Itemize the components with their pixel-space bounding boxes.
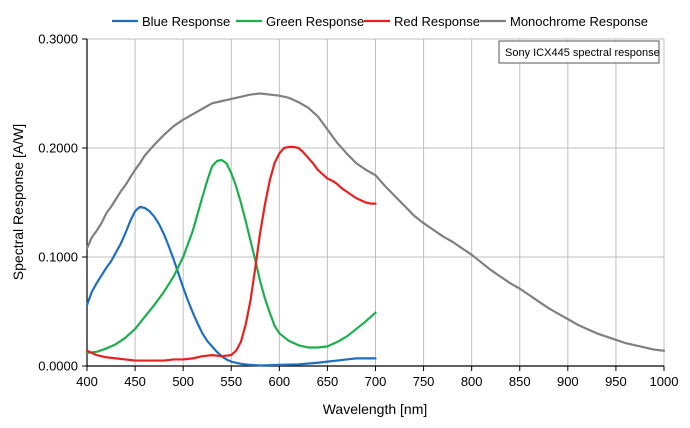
legend-red-label: Red Response	[394, 14, 480, 29]
x-tick-label: 400	[76, 374, 98, 389]
red-response-line	[85, 145, 377, 362]
x-tick-label: 600	[268, 374, 290, 389]
y-tick-label: 0.1000	[38, 250, 78, 265]
x-tick-label: 550	[220, 374, 242, 389]
x-axis-title: Wavelength [nm]	[323, 401, 428, 417]
x-tick-label: 1000	[650, 374, 679, 389]
y-tick-label: 0.3000	[38, 32, 78, 47]
blue-response-line	[85, 205, 377, 367]
x-tick-label: 650	[317, 374, 339, 389]
x-tick-label: 800	[461, 374, 483, 389]
x-tick-label: 750	[413, 374, 435, 389]
annotation-text: Sony ICX445 spectral response	[505, 47, 660, 59]
x-tick-label: 700	[365, 374, 387, 389]
x-tick-label: 450	[124, 374, 146, 389]
axes: 400 450 500 550 600 650 700 750 800 850 900 950 1000…	[38, 32, 678, 390]
grid	[87, 38, 665, 366]
y-axis-title: Spectral Response [A/W]	[10, 124, 26, 280]
annotation-box	[498, 40, 660, 64]
x-tick-label: 500	[172, 374, 194, 389]
legend-mono-label: Monochrome Response	[510, 14, 648, 29]
legend-blue-label: Blue Response	[142, 14, 230, 29]
x-tick-label: 850	[509, 374, 531, 389]
green-response-line	[85, 158, 377, 355]
series-group	[85, 92, 666, 367]
x-tick-label: 900	[557, 374, 579, 389]
y-tick-label: 0.0000	[38, 359, 78, 374]
legend-green-label: Green Response	[266, 14, 364, 29]
y-tick-label: 0.2000	[38, 141, 78, 156]
monochrome-response-line	[85, 92, 666, 352]
x-tick-label: 950	[605, 374, 627, 389]
legend: Blue Response Green Response Red Respons…	[112, 14, 648, 29]
